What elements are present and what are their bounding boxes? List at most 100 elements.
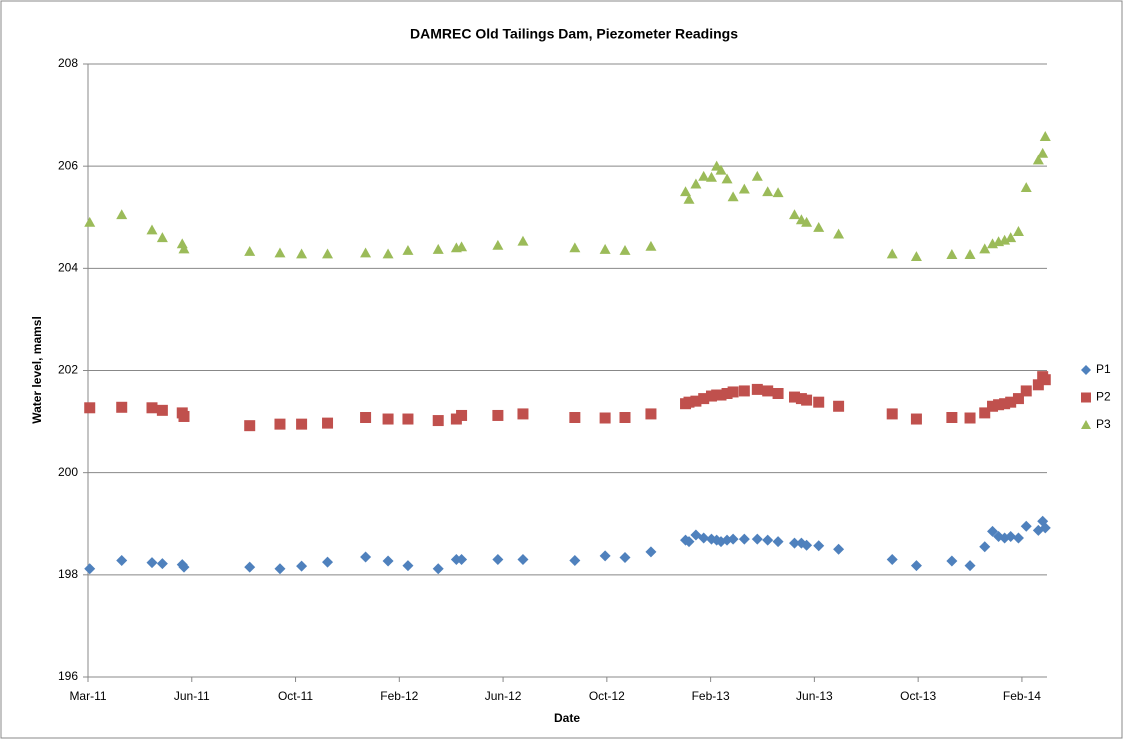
point xyxy=(801,216,813,227)
point xyxy=(1039,522,1051,534)
point xyxy=(517,408,529,420)
point xyxy=(886,408,898,420)
point xyxy=(599,550,611,562)
point xyxy=(721,173,733,184)
point xyxy=(156,558,168,570)
point xyxy=(964,560,976,572)
point xyxy=(274,563,286,575)
point xyxy=(116,555,128,567)
point xyxy=(84,216,96,227)
point xyxy=(1012,226,1024,236)
y-axis-label: Water level, mamsl xyxy=(30,316,44,424)
point xyxy=(788,537,800,549)
point xyxy=(492,409,504,421)
point xyxy=(680,186,692,197)
point xyxy=(382,248,394,259)
legend-label: P1 xyxy=(1096,362,1111,376)
point xyxy=(84,402,96,414)
point xyxy=(322,417,334,429)
point xyxy=(244,561,256,573)
point xyxy=(1005,531,1017,543)
point xyxy=(619,551,631,563)
point xyxy=(432,415,444,427)
point xyxy=(360,411,372,423)
point xyxy=(762,186,774,197)
x-tick-label: Jun-11 xyxy=(174,689,210,703)
point xyxy=(599,412,611,424)
point xyxy=(619,244,631,255)
point xyxy=(146,402,158,414)
point xyxy=(432,243,444,254)
x-axis-label: Date xyxy=(554,711,580,725)
point xyxy=(738,183,750,194)
point xyxy=(456,409,468,421)
point xyxy=(322,556,334,568)
point xyxy=(738,533,750,545)
point xyxy=(1037,147,1049,158)
point xyxy=(178,561,190,573)
point xyxy=(1012,532,1024,544)
y-tick-label: 200 xyxy=(58,465,78,479)
point xyxy=(146,557,158,569)
point xyxy=(910,413,922,425)
point xyxy=(698,170,710,181)
point xyxy=(492,239,504,250)
point xyxy=(569,555,581,567)
point xyxy=(274,247,286,258)
point xyxy=(1020,385,1032,397)
y-tick-label: 198 xyxy=(58,567,78,581)
point xyxy=(964,412,976,424)
point xyxy=(683,193,695,204)
point xyxy=(987,525,999,537)
legend-marker xyxy=(1081,392,1091,403)
x-tick-label: Oct-11 xyxy=(278,689,313,703)
point xyxy=(683,536,695,548)
point xyxy=(274,418,286,430)
x-tick-label: Oct-13 xyxy=(900,689,936,703)
chart-title: DAMREC Old Tailings Dam, Piezometer Read… xyxy=(410,26,738,42)
legend-label: P2 xyxy=(1096,390,1111,404)
point xyxy=(178,410,190,422)
point xyxy=(833,400,845,412)
y-tick-label: 204 xyxy=(58,261,78,275)
point xyxy=(178,243,190,254)
point xyxy=(569,242,581,253)
point xyxy=(456,241,468,252)
point xyxy=(801,539,813,551)
point xyxy=(402,560,414,572)
point xyxy=(727,386,739,398)
legend-marker xyxy=(1081,365,1091,375)
point xyxy=(813,540,825,552)
point xyxy=(910,560,922,572)
point xyxy=(886,554,898,566)
point xyxy=(1032,154,1044,165)
point xyxy=(156,404,168,416)
point xyxy=(715,164,727,175)
point xyxy=(751,170,763,181)
point xyxy=(772,187,784,198)
point xyxy=(1005,232,1017,243)
y-tick-label: 208 xyxy=(58,56,78,70)
point xyxy=(946,555,958,567)
point xyxy=(833,543,845,555)
point xyxy=(813,221,825,232)
point xyxy=(517,554,529,566)
y-tick-label: 202 xyxy=(58,363,78,377)
point xyxy=(382,413,394,425)
point xyxy=(979,243,991,254)
point xyxy=(1039,374,1051,386)
point xyxy=(762,534,774,546)
point xyxy=(645,240,657,251)
legend-marker xyxy=(1081,420,1091,429)
x-tick-label: Oct-12 xyxy=(589,689,625,703)
point xyxy=(751,383,763,395)
point xyxy=(705,171,717,182)
x-tick-label: Jun-13 xyxy=(796,689,833,703)
point xyxy=(727,191,739,202)
point xyxy=(296,560,308,572)
y-tick-label: 206 xyxy=(58,158,78,172)
point xyxy=(599,243,611,254)
point xyxy=(360,247,372,258)
